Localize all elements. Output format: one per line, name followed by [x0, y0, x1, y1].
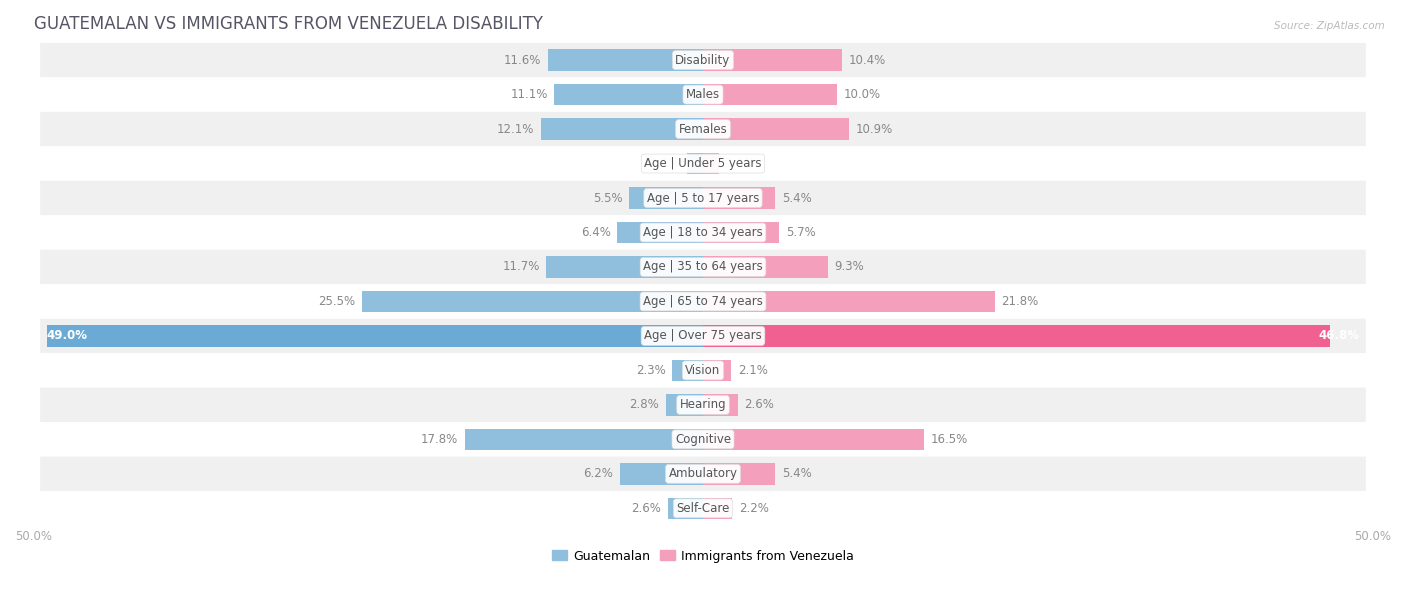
Bar [688, 153, 703, 174]
Bar [703, 291, 995, 312]
Text: 21.8%: 21.8% [1001, 295, 1039, 308]
Bar [548, 50, 703, 71]
Text: Vision: Vision [685, 364, 721, 377]
Text: 10.0%: 10.0% [844, 88, 880, 101]
FancyBboxPatch shape [41, 146, 1365, 181]
Bar [464, 428, 703, 450]
FancyBboxPatch shape [41, 112, 1365, 146]
Text: 11.1%: 11.1% [510, 88, 548, 101]
Text: 2.2%: 2.2% [740, 502, 769, 515]
Text: 49.0%: 49.0% [46, 329, 89, 343]
Bar [703, 187, 775, 209]
Text: 16.5%: 16.5% [931, 433, 967, 446]
Text: 1.2%: 1.2% [651, 157, 681, 170]
Bar [703, 428, 924, 450]
FancyBboxPatch shape [41, 284, 1365, 319]
Text: 2.1%: 2.1% [738, 364, 768, 377]
FancyBboxPatch shape [41, 43, 1365, 77]
Text: 25.5%: 25.5% [318, 295, 354, 308]
Text: Self-Care: Self-Care [676, 502, 730, 515]
Bar [703, 325, 1330, 346]
Text: Source: ZipAtlas.com: Source: ZipAtlas.com [1274, 21, 1385, 31]
Bar [620, 463, 703, 485]
Bar [665, 394, 703, 416]
Text: 5.5%: 5.5% [593, 192, 623, 204]
Text: 1.2%: 1.2% [725, 157, 755, 170]
Bar [668, 498, 703, 519]
Text: Ambulatory: Ambulatory [668, 468, 738, 480]
Bar [547, 256, 703, 278]
Bar [703, 118, 849, 140]
Bar [703, 222, 779, 243]
Text: 2.6%: 2.6% [631, 502, 661, 515]
Bar [46, 325, 703, 346]
FancyBboxPatch shape [41, 77, 1365, 112]
Text: 10.9%: 10.9% [856, 122, 893, 136]
Text: Age | 35 to 64 years: Age | 35 to 64 years [643, 261, 763, 274]
Text: Age | 5 to 17 years: Age | 5 to 17 years [647, 192, 759, 204]
Legend: Guatemalan, Immigrants from Venezuela: Guatemalan, Immigrants from Venezuela [547, 545, 859, 567]
Bar [554, 84, 703, 105]
Text: 5.7%: 5.7% [786, 226, 815, 239]
Bar [703, 394, 738, 416]
Text: 11.6%: 11.6% [503, 54, 541, 67]
Text: 6.4%: 6.4% [581, 226, 610, 239]
FancyBboxPatch shape [41, 215, 1365, 250]
FancyBboxPatch shape [41, 491, 1365, 526]
Bar [703, 498, 733, 519]
Text: Age | Over 75 years: Age | Over 75 years [644, 329, 762, 343]
Text: Age | 18 to 34 years: Age | 18 to 34 years [643, 226, 763, 239]
Text: 10.4%: 10.4% [849, 54, 886, 67]
Text: 12.1%: 12.1% [496, 122, 534, 136]
Text: 46.8%: 46.8% [1317, 329, 1360, 343]
Text: Age | Under 5 years: Age | Under 5 years [644, 157, 762, 170]
Bar [361, 291, 703, 312]
Bar [703, 256, 828, 278]
Text: Males: Males [686, 88, 720, 101]
Text: 2.6%: 2.6% [745, 398, 775, 411]
Bar [703, 360, 731, 381]
Text: 5.4%: 5.4% [782, 192, 811, 204]
Bar [617, 222, 703, 243]
Bar [703, 463, 775, 485]
FancyBboxPatch shape [41, 319, 1365, 353]
Text: 6.2%: 6.2% [583, 468, 613, 480]
Text: Cognitive: Cognitive [675, 433, 731, 446]
FancyBboxPatch shape [41, 181, 1365, 215]
Text: Females: Females [679, 122, 727, 136]
Text: 11.7%: 11.7% [502, 261, 540, 274]
Text: 17.8%: 17.8% [420, 433, 458, 446]
Text: Age | 65 to 74 years: Age | 65 to 74 years [643, 295, 763, 308]
Bar [672, 360, 703, 381]
Text: 9.3%: 9.3% [834, 261, 863, 274]
Text: 2.8%: 2.8% [628, 398, 659, 411]
Bar [541, 118, 703, 140]
Text: Disability: Disability [675, 54, 731, 67]
Bar [703, 50, 842, 71]
Bar [703, 84, 837, 105]
Text: GUATEMALAN VS IMMIGRANTS FROM VENEZUELA DISABILITY: GUATEMALAN VS IMMIGRANTS FROM VENEZUELA … [34, 15, 543, 33]
Bar [703, 153, 718, 174]
FancyBboxPatch shape [41, 387, 1365, 422]
FancyBboxPatch shape [41, 422, 1365, 457]
FancyBboxPatch shape [41, 353, 1365, 387]
FancyBboxPatch shape [41, 457, 1365, 491]
FancyBboxPatch shape [41, 250, 1365, 284]
Text: 5.4%: 5.4% [782, 468, 811, 480]
Bar [630, 187, 703, 209]
Text: 2.3%: 2.3% [636, 364, 665, 377]
Text: Hearing: Hearing [679, 398, 727, 411]
